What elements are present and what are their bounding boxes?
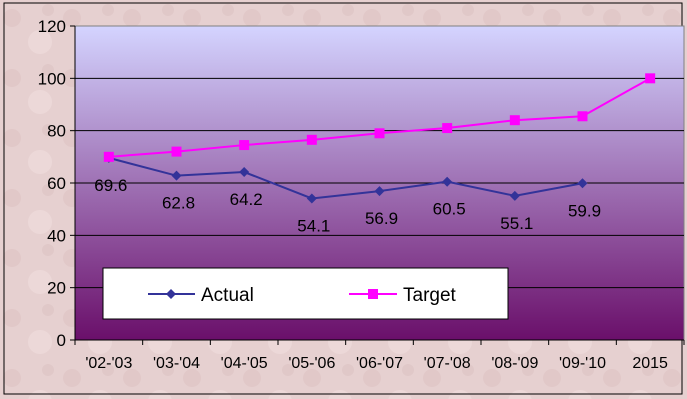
x-tick-label: '04-'05: [221, 355, 268, 372]
y-tick-label: 120: [38, 17, 66, 36]
data-point-target: [645, 73, 656, 84]
y-tick-label: 100: [38, 69, 66, 88]
x-tick-label: '02-'03: [85, 355, 132, 372]
data-point-actual: [577, 178, 588, 189]
data-point-actual: [442, 176, 453, 187]
data-point-actual: [509, 190, 520, 201]
data-label-actual: 64.2: [230, 190, 263, 209]
data-point-target: [509, 115, 520, 126]
data-label-actual: 56.9: [365, 209, 398, 228]
y-tick-label: 80: [47, 122, 66, 141]
y-tick-label: 0: [57, 331, 66, 350]
data-point-actual: [171, 170, 182, 181]
y-tick-label: 60: [47, 174, 66, 193]
x-tick-label: '05-'06: [288, 355, 335, 372]
data-point-target: [374, 128, 385, 139]
x-tick-label: '08-'09: [491, 355, 538, 372]
data-point-target: [239, 140, 250, 151]
x-axis: '02-'03 '03-'04 '04-'05 '05-'06 '06-'07 '07-'…: [74, 339, 685, 372]
data-label-actual: 62.8: [162, 194, 195, 213]
data-point-target: [442, 123, 453, 134]
data-point-actual: [239, 167, 250, 178]
data-label-actual: 60.5: [433, 200, 466, 219]
data-label-actual: 54.1: [297, 216, 330, 235]
x-tick-label: '06-'07: [356, 355, 403, 372]
y-tick-label: 20: [47, 279, 66, 298]
data-point-target: [306, 134, 317, 145]
legend: Actual Target: [102, 267, 509, 320]
data-point-target: [171, 146, 182, 157]
legend-label-target: Target: [403, 285, 457, 306]
x-tick-label: '09-'10: [559, 355, 606, 372]
x-tick-label: '03-'04: [153, 355, 200, 372]
data-point-target: [103, 151, 114, 162]
data-point-actual: [306, 193, 317, 204]
data-label-actual: 59.9: [568, 201, 601, 220]
data-point-target: [577, 111, 588, 122]
data-label-actual: 55.1: [500, 214, 533, 233]
x-tick-label: 2015: [632, 355, 668, 372]
x-tick-label: '07-'08: [424, 355, 471, 372]
legend-marker-target: [368, 289, 378, 299]
y-axis: 0 20 40 60 80 100 120: [38, 17, 76, 350]
legend-marker-actual: [166, 289, 176, 299]
series: 69.6 62.8 64.2 54.1 56.9 60.5 55.1 59.9: [94, 73, 656, 235]
legend-label-actual: Actual: [201, 285, 254, 306]
y-tick-label: 40: [47, 226, 66, 245]
data-label-actual: 69.6: [94, 176, 127, 195]
data-point-actual: [374, 186, 385, 197]
series-line-actual: [108, 156, 583, 200]
